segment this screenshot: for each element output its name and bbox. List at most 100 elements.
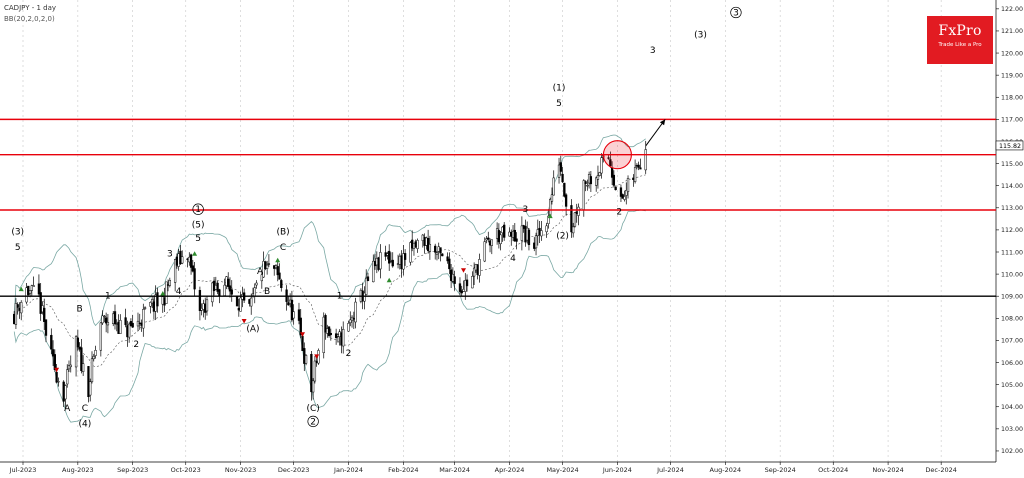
candle-body [20,302,23,314]
candle-body [550,194,554,202]
candle-body [598,172,601,176]
y-tick-label: 105.00 [1001,382,1023,389]
wave-label-circle [192,203,204,215]
candle-body [149,302,152,307]
buy-marker [275,257,281,263]
candle-body [235,295,239,307]
buy-marker [386,277,392,283]
candle-body [262,260,265,278]
candle-body [119,320,122,334]
candle-body [81,363,85,372]
candle-body [131,322,134,328]
candle-body [600,157,603,174]
candle-body [503,224,506,238]
candle-body [216,282,219,292]
x-tick-label: Oct-2023 [171,466,201,474]
candle-body [104,317,108,324]
candle-body [639,167,642,170]
candle-body [458,283,462,292]
x-tick-label: Jul-2024 [656,466,684,474]
candle-body [90,358,94,383]
candle-body [313,360,317,382]
candle-body [67,365,71,370]
candle-body [37,283,41,295]
candle-body [584,181,587,184]
y-tick-label: 112.00 [1001,227,1023,234]
candle-body [365,277,368,295]
candle-body [89,381,92,396]
wave-label: (3) [694,31,707,41]
highlight-circle [602,140,632,170]
candle-body [478,259,481,276]
candle-body [142,309,145,329]
candle-body [173,259,177,283]
y-tick-label: 106.00 [1001,360,1023,367]
candle-body [561,173,564,183]
chart-title: CADJPY - 1 day [4,4,57,12]
x-tick-label: Sep-2023 [117,466,148,474]
candle-body [76,337,79,348]
candle-body [612,174,616,186]
indicator-label: BB(20,2,0,2,0) [4,15,55,23]
candle-body [570,205,573,233]
candle-body [327,326,331,336]
candle-body [609,159,612,166]
wave-label: 3 [733,8,739,18]
y-tick-label: 122.00 [1001,6,1023,13]
y-tick-label: 114.00 [1001,183,1023,190]
candle-body [156,292,159,307]
candle-body [563,182,566,197]
buy-marker [547,213,553,219]
y-tick-label: 103.00 [1001,426,1023,433]
candle-body [324,315,327,333]
y-tick-label: 109.00 [1001,294,1023,301]
y-tick-label: 118.00 [1001,95,1023,102]
wave-label: 3 [523,205,529,215]
candle-body [607,157,610,159]
candle-body [626,178,630,193]
candle-body [513,229,516,242]
candle-body [53,354,56,370]
candle-body [434,245,437,253]
candle-body [614,186,617,191]
y-tick-label: 119.00 [1001,72,1023,79]
candle-body [439,247,442,254]
candle-body [487,237,490,240]
candle-body [623,196,626,200]
candle-body [441,253,444,257]
candle-body [292,311,295,319]
y-tick-label: 117.00 [1001,117,1023,124]
candle-body [113,311,117,325]
candle-body [280,280,283,288]
wave-label-circle [307,415,319,428]
candle-body [625,190,628,196]
candle-body [453,276,456,284]
candle-body [428,244,432,252]
candle-body [150,299,154,304]
candle-body [586,185,589,187]
buy-marker [192,251,198,256]
wave-label: (2) [556,232,569,242]
x-tick-label: Jul-2023 [9,466,37,474]
candle-body [391,259,394,267]
wave-label: (C) [306,404,319,414]
candle-body [189,254,193,268]
candle-body [596,175,600,180]
candle-body [409,242,412,263]
x-tick-label: Feb-2024 [388,466,418,474]
sell-marker [54,367,60,373]
candle-body [311,380,315,393]
sell-marker [314,354,320,359]
candle-body [255,282,258,286]
candle-body [363,292,366,302]
bollinger-upper-band [13,134,646,327]
wave-label: (B) [276,227,289,237]
candle-body [549,199,552,216]
candle-body [545,225,548,233]
y-tick-label: 111.00 [1001,249,1023,256]
wave-label: B [77,305,83,315]
candle-body [165,281,168,304]
candle-body [55,371,58,383]
candle-body [239,297,242,312]
candle-body [540,230,543,237]
